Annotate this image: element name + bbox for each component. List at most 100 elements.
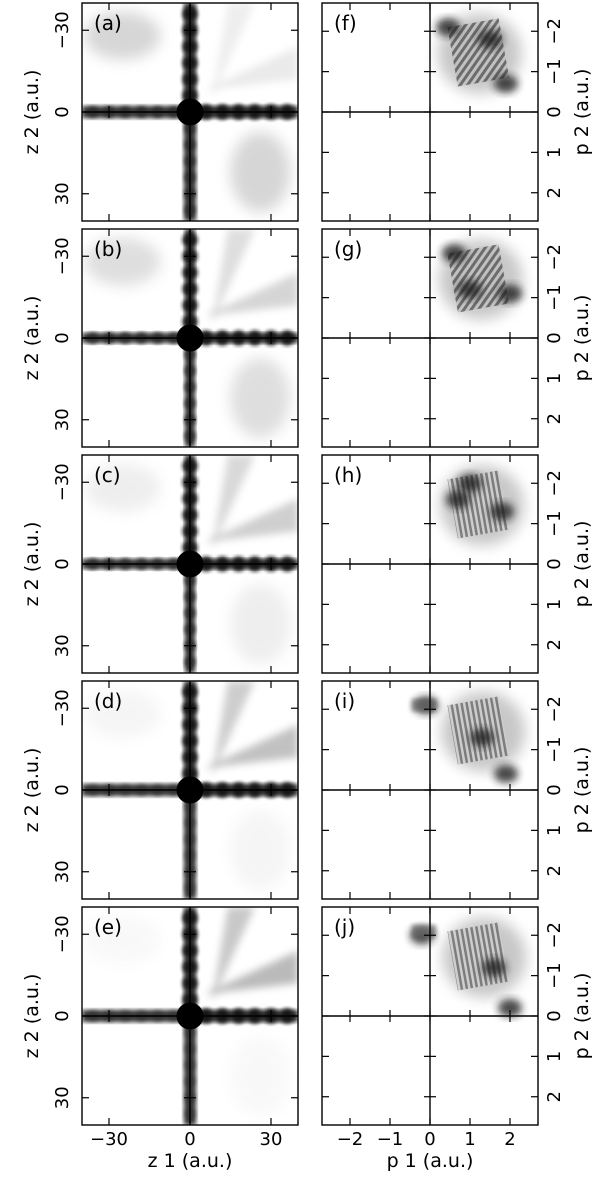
- cloud-lower-right: [230, 583, 291, 664]
- y-tick-label: 0: [544, 1010, 565, 1021]
- panel-frame: [321, 680, 539, 900]
- cloud-lower-right: [230, 809, 291, 890]
- panel-label: (g): [334, 237, 362, 261]
- y-tick-label: −30: [52, 915, 73, 953]
- diagonal-jet: [203, 724, 298, 769]
- panel-label: (e): [94, 915, 122, 939]
- y-tick-label: 1: [544, 825, 565, 836]
- y-tick-label: 30: [52, 408, 73, 431]
- panel-5: (e) 30 0 −30 z 2 (a.u.) −30 0 30 z 1 (a.u.): [21, 906, 299, 1172]
- y-tick-label: 0: [544, 332, 565, 343]
- x-tick-label: 2: [504, 1129, 515, 1150]
- momentum-blob: [498, 998, 522, 1017]
- y-tick-label: −1: [544, 284, 565, 311]
- y-tick-label: 1: [544, 1051, 565, 1062]
- cloud-upper-left: [84, 463, 161, 512]
- y-axis-label: z 2 (a.u.): [21, 70, 43, 155]
- momentum-panels: (f) 2 1 0 −1 −2 p 2 (a.u.) (g) 2 1 0 −1 −2 p 2 (a.u.)…: [321, 2, 593, 1172]
- y-tick-label: −30: [52, 237, 73, 275]
- panel-2: (b) 30 0 −30 z 2 (a.u.): [21, 228, 299, 448]
- y-tick-label: 0: [544, 784, 565, 795]
- y-tick-label: 0: [52, 332, 73, 343]
- panel-label: (i): [334, 689, 355, 713]
- y-axis-label: z 2 (a.u.): [21, 522, 43, 607]
- momentum-blob: [458, 474, 482, 493]
- momentum-blob: [470, 728, 494, 747]
- interference-mesh: [447, 922, 510, 991]
- cloud-lower-right: [230, 357, 291, 438]
- density-map: [438, 239, 523, 320]
- y-axis-label: p 2 (a.u.): [571, 521, 593, 608]
- momentum-blob: [498, 284, 522, 303]
- momentum-blob: [482, 958, 506, 977]
- panel-frame: [81, 680, 299, 900]
- panel-frame: [81, 454, 299, 674]
- panel-frame: [321, 2, 539, 222]
- density-map: [410, 917, 527, 1017]
- momentum-blob: [446, 490, 470, 509]
- momentum-blob: [442, 244, 466, 263]
- y-tick-label: 2: [544, 413, 565, 424]
- diagonal-jet: [211, 455, 255, 551]
- y-axis-label: z 2 (a.u.): [21, 296, 43, 381]
- panel-label: (c): [94, 463, 121, 487]
- panel-frame: [81, 906, 299, 1126]
- y-tick-label: 1: [544, 599, 565, 610]
- panel-label: (f): [334, 11, 357, 35]
- panel-label: (b): [94, 237, 122, 261]
- x-tick-label: −1: [377, 1129, 404, 1150]
- momentum-blob: [490, 502, 514, 521]
- y-axis-label: p 2 (a.u.): [571, 295, 593, 382]
- y-axis-label: z 2 (a.u.): [21, 974, 43, 1059]
- panel-frame: [321, 454, 539, 674]
- y-axis-label: p 2 (a.u.): [571, 69, 593, 156]
- panel-9: (i) 2 1 0 −1 −2 p 2 (a.u.): [321, 680, 593, 900]
- y-tick-label: −30: [52, 463, 73, 501]
- panel-1: (a) 30 0 −30 z 2 (a.u.): [21, 2, 299, 222]
- panel-frame: [321, 228, 539, 448]
- diagonal-jet: [203, 272, 298, 317]
- panel-label: (h): [334, 463, 362, 487]
- y-axis-label: p 2 (a.u.): [571, 973, 593, 1060]
- y-tick-label: 2: [544, 865, 565, 876]
- momentum-blob: [494, 74, 518, 93]
- y-tick-label: 30: [52, 860, 73, 883]
- y-tick-label: −1: [544, 58, 565, 85]
- y-tick-label: 2: [544, 187, 565, 198]
- panel-frame: [81, 2, 299, 222]
- y-tick-label: −2: [544, 18, 565, 45]
- cloud-upper-left: [84, 11, 161, 60]
- diagonal-jet: [203, 950, 298, 995]
- momentum-blob: [478, 30, 502, 49]
- y-tick-label: −1: [544, 736, 565, 763]
- diagonal-jet: [203, 46, 298, 91]
- cloud-lower-right: [230, 131, 291, 212]
- cloud-upper-left: [84, 237, 161, 286]
- x-tick-label: −2: [337, 1129, 364, 1150]
- panel-10: (j) 2 1 0 −1 −2 p 2 (a.u.) −2 −1 0 1 2 p 1 (a.u.): [321, 906, 593, 1172]
- panel-7: (g) 2 1 0 −1 −2 p 2 (a.u.): [321, 228, 593, 448]
- density-map: [440, 465, 524, 546]
- y-tick-label: −2: [544, 470, 565, 497]
- panel-frame: [81, 228, 299, 448]
- y-tick-label: 1: [544, 373, 565, 384]
- density-map: [436, 13, 522, 94]
- diagonal-jet: [203, 498, 298, 543]
- y-tick-label: 1: [544, 147, 565, 158]
- x-axis-label: z 1 (a.u.): [148, 1150, 233, 1172]
- y-tick-label: 30: [52, 182, 73, 205]
- y-tick-label: 0: [52, 106, 73, 117]
- x-tick-label: 30: [260, 1129, 283, 1150]
- y-tick-label: −1: [544, 510, 565, 537]
- cloud-upper-left: [84, 689, 161, 738]
- x-tick-label: 0: [184, 1129, 195, 1150]
- panel-3: (c) 30 0 −30 z 2 (a.u.): [21, 454, 299, 674]
- momentum-blob: [436, 18, 460, 37]
- x-tick-label: 1: [464, 1129, 475, 1150]
- y-tick-label: −1: [544, 962, 565, 989]
- panel-label: (a): [94, 11, 122, 35]
- y-tick-label: −2: [544, 922, 565, 949]
- y-tick-label: 0: [52, 1010, 73, 1021]
- y-tick-label: −30: [52, 11, 73, 49]
